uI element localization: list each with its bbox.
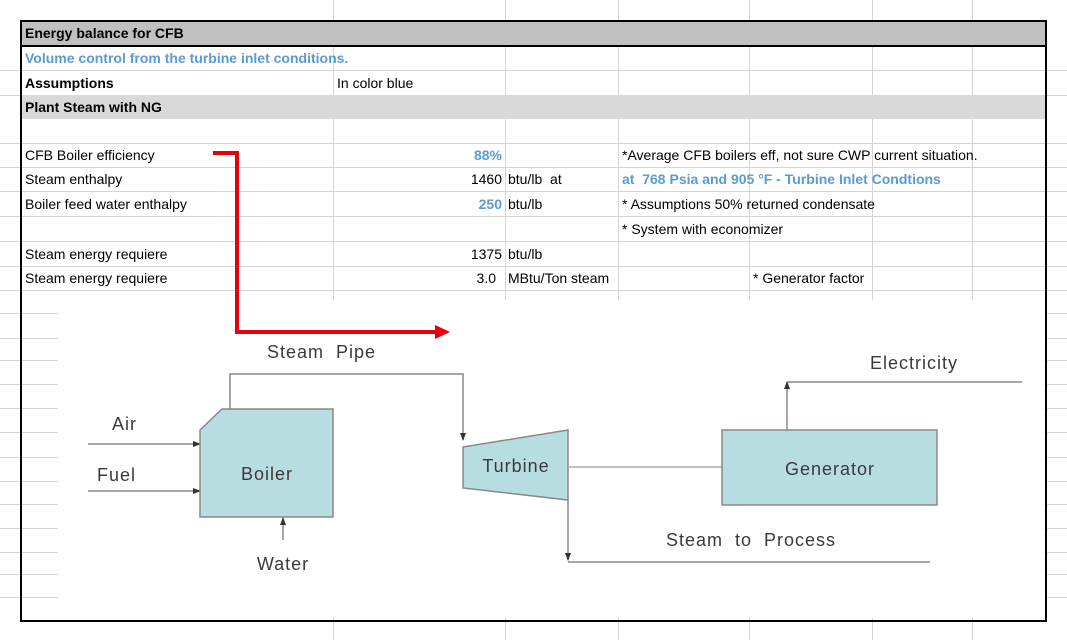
turbine-label: Turbine — [482, 456, 549, 476]
row-value[interactable]: 3.0 — [476, 270, 496, 286]
row-label[interactable]: Steam energy requiere — [25, 246, 168, 262]
sheet-border — [20, 20, 1047, 622]
row-label[interactable]: Steam enthalpy — [25, 171, 123, 187]
air-label: Air — [112, 414, 137, 434]
fuel-label: Fuel — [97, 465, 136, 485]
row-value[interactable]: 1375 — [470, 246, 502, 262]
generator-label: Generator — [785, 459, 875, 479]
row-label[interactable]: Boiler feed water enthalpy — [25, 196, 187, 212]
steam-pipe-label: Steam Pipe — [267, 342, 376, 362]
row-value[interactable]: 1460 — [470, 171, 502, 187]
electricity-label: Electricity — [870, 353, 958, 373]
row-value[interactable]: 88% — [473, 147, 502, 163]
row-unit[interactable]: btu/lb — [508, 246, 543, 262]
water-label: Water — [257, 554, 309, 574]
generator-shape — [721, 429, 938, 506]
section-title[interactable]: Plant Steam with NG — [25, 99, 162, 115]
assumptions-value[interactable]: In color blue — [337, 75, 414, 91]
sheet-subtitle[interactable]: Volume control from the turbine inlet co… — [25, 50, 349, 66]
steam-pipe-line — [229, 373, 466, 441]
row-label[interactable]: Steam energy requiere — [25, 270, 168, 286]
steam-to-process-label: Steam to Process — [666, 530, 836, 550]
annotation-arrow — [213, 151, 450, 339]
row-note[interactable]: * Assumptions 50% returned condensate — [622, 196, 875, 212]
row-note[interactable]: * Generator factor — [753, 270, 865, 286]
sheet-title[interactable]: Energy balance for CFB — [25, 25, 184, 41]
assumptions-label[interactable]: Assumptions — [25, 75, 114, 91]
row-note[interactable]: *Average CFB boilers eff, not sure CWP c… — [622, 147, 978, 163]
boiler-shape — [199, 408, 334, 518]
row-unit[interactable]: MBtu/Ton steam — [508, 270, 610, 286]
row-note[interactable]: at 768 Psia and 905 °F - Turbine Inlet C… — [622, 171, 941, 187]
row-note[interactable]: * System with economizer — [622, 221, 784, 237]
row-unit[interactable]: btu/lb at — [508, 171, 562, 187]
row-unit[interactable]: btu/lb — [508, 196, 543, 212]
row-label[interactable]: CFB Boiler efficiency — [25, 147, 155, 163]
row-value[interactable]: 250 — [478, 196, 502, 212]
title-band — [22, 22, 1045, 47]
section-band — [22, 95, 1045, 119]
boiler-label: Boiler — [241, 464, 293, 484]
